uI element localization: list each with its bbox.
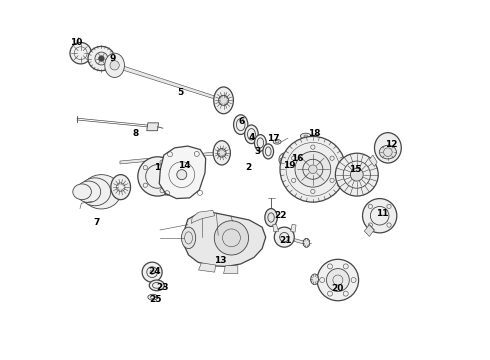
Circle shape (317, 259, 359, 301)
Text: 15: 15 (349, 165, 362, 174)
Polygon shape (291, 224, 296, 232)
Ellipse shape (300, 133, 311, 139)
Ellipse shape (148, 294, 158, 300)
Circle shape (295, 152, 331, 187)
Ellipse shape (214, 87, 233, 114)
Polygon shape (159, 146, 206, 199)
Circle shape (274, 227, 294, 247)
Ellipse shape (374, 133, 401, 163)
Text: 11: 11 (376, 210, 389, 219)
Text: 10: 10 (70, 38, 82, 47)
Text: 20: 20 (332, 284, 344, 293)
Ellipse shape (181, 227, 196, 249)
Ellipse shape (105, 53, 124, 77)
Polygon shape (115, 63, 223, 102)
Circle shape (95, 52, 108, 65)
Ellipse shape (273, 139, 281, 144)
Ellipse shape (254, 135, 266, 151)
Circle shape (70, 42, 92, 64)
Polygon shape (198, 263, 216, 272)
Text: 4: 4 (249, 132, 255, 141)
Text: 5: 5 (177, 88, 184, 97)
Text: 7: 7 (94, 219, 100, 228)
Circle shape (309, 165, 317, 174)
Polygon shape (364, 225, 374, 237)
Circle shape (279, 153, 293, 167)
Polygon shape (120, 152, 222, 164)
Text: 16: 16 (291, 154, 303, 163)
Text: 24: 24 (148, 267, 161, 276)
Ellipse shape (263, 144, 273, 159)
Circle shape (218, 149, 226, 157)
Text: 3: 3 (254, 147, 261, 156)
Circle shape (350, 168, 363, 181)
Circle shape (219, 95, 228, 105)
Polygon shape (223, 266, 238, 274)
Text: 2: 2 (245, 163, 252, 172)
Ellipse shape (265, 208, 277, 226)
Text: 6: 6 (238, 117, 245, 126)
Circle shape (150, 270, 154, 274)
Circle shape (280, 136, 346, 202)
Circle shape (214, 221, 248, 255)
Ellipse shape (293, 165, 299, 168)
Text: 22: 22 (274, 211, 287, 220)
Ellipse shape (234, 115, 248, 134)
Circle shape (177, 170, 187, 180)
Text: 13: 13 (214, 256, 226, 265)
Text: 17: 17 (267, 134, 280, 143)
Ellipse shape (213, 141, 230, 165)
Circle shape (138, 157, 177, 196)
Polygon shape (273, 224, 279, 231)
Text: 23: 23 (157, 283, 169, 292)
Circle shape (142, 262, 162, 282)
Circle shape (335, 153, 378, 196)
Ellipse shape (111, 175, 130, 200)
Polygon shape (184, 213, 266, 266)
Ellipse shape (79, 178, 111, 206)
Text: 8: 8 (133, 129, 139, 138)
Ellipse shape (303, 238, 310, 247)
Ellipse shape (149, 280, 164, 291)
Circle shape (110, 61, 119, 70)
Ellipse shape (311, 274, 319, 285)
Polygon shape (369, 155, 377, 166)
Ellipse shape (245, 125, 258, 144)
Circle shape (363, 199, 397, 233)
Polygon shape (192, 210, 215, 224)
Text: 18: 18 (308, 129, 321, 138)
Text: 21: 21 (279, 236, 291, 245)
Text: 1: 1 (154, 163, 161, 172)
Text: 9: 9 (110, 54, 116, 63)
Text: 25: 25 (149, 295, 162, 304)
Polygon shape (310, 278, 317, 280)
Text: 14: 14 (178, 161, 191, 170)
Text: 12: 12 (385, 140, 398, 149)
Polygon shape (294, 239, 305, 244)
Circle shape (326, 269, 349, 292)
Ellipse shape (73, 184, 92, 200)
Text: 19: 19 (283, 161, 296, 170)
Circle shape (98, 56, 104, 62)
Ellipse shape (76, 181, 100, 203)
Ellipse shape (88, 46, 115, 71)
Ellipse shape (379, 145, 396, 159)
Ellipse shape (82, 175, 121, 209)
Polygon shape (147, 123, 159, 131)
